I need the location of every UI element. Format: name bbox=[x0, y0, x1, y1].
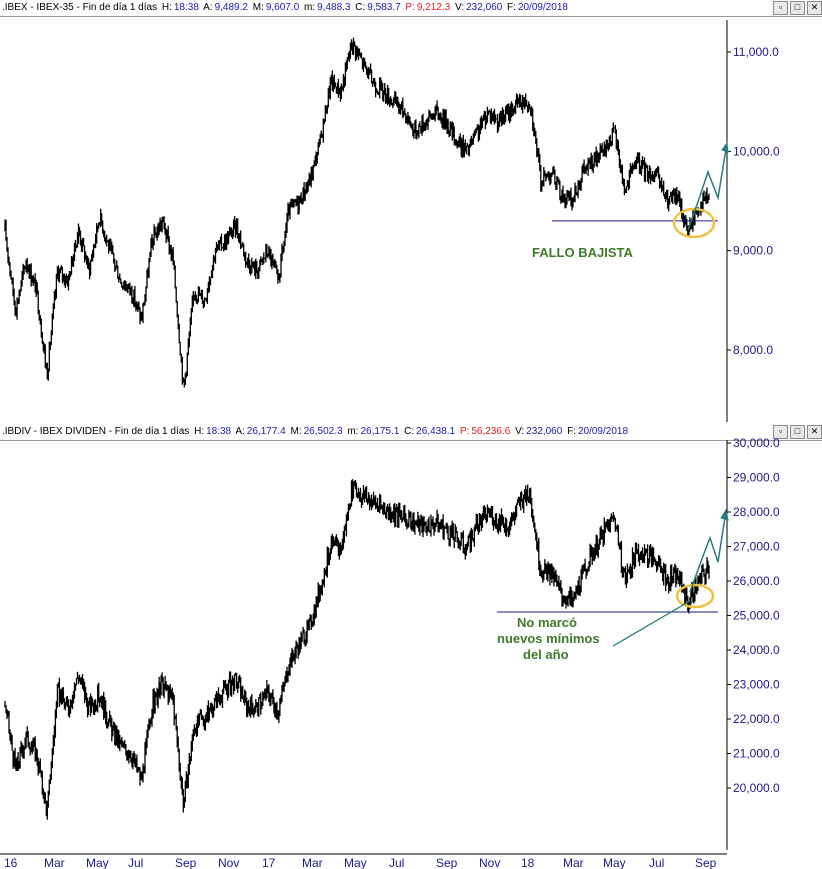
projection-arrow bbox=[687, 142, 728, 231]
f-value: 20/09/2018 bbox=[517, 2, 568, 13]
arrow-head bbox=[720, 508, 729, 521]
c-label: C: bbox=[355, 2, 366, 13]
x-tick-label: Mar bbox=[302, 856, 323, 869]
annotation-fallo-bajista: FALLO BAJISTA bbox=[532, 245, 633, 260]
y-tick-label: 25,000.0 bbox=[733, 609, 780, 623]
h-label: H: bbox=[161, 2, 172, 13]
maximize-button[interactable]: □ bbox=[790, 425, 805, 439]
ibex-price-chart: 11,000.0 10,000.0 9,000.0 8,000.0 FALLO BAJI… bbox=[4, 20, 780, 422]
y-tick-label: 10,000.0 bbox=[733, 144, 780, 158]
m-label: M: bbox=[290, 426, 302, 437]
v-value: 232,060 bbox=[526, 426, 563, 437]
y-tick-label: 23,000.0 bbox=[733, 678, 780, 692]
y-tick-label: 30,000.0 bbox=[733, 436, 780, 450]
a-label: A: bbox=[203, 2, 213, 13]
ibdiv-window-buttons: ▫ □ ✕ bbox=[773, 425, 822, 439]
x-tick-label: 17 bbox=[262, 856, 276, 869]
projection-arrow bbox=[689, 510, 727, 593]
f-label: F: bbox=[567, 426, 576, 437]
x-tick-label: May bbox=[86, 856, 109, 869]
annotation-no-marco-line: nuevos mínimos bbox=[497, 631, 600, 646]
p-value: 9,212.3 bbox=[416, 2, 451, 13]
v-label: V: bbox=[455, 2, 465, 13]
x-tick-label: Jul bbox=[389, 856, 404, 869]
y-tick-label: 22,000.0 bbox=[733, 712, 780, 726]
y-tick-label: 8,000.0 bbox=[733, 343, 773, 357]
x-tick-label: Sep bbox=[436, 856, 458, 869]
restore-button[interactable]: ▫ bbox=[773, 425, 788, 439]
y-tick-label: 21,000.0 bbox=[733, 747, 780, 761]
f-value: 20/09/2018 bbox=[577, 426, 629, 437]
ibex-chart-panel: .IBEX - IBEX-35 - Fin de día 1 días H: 18… bbox=[0, 0, 822, 422]
ibdiv-symbol: .IBDIV - IBEX DIVIDEN - Fin de día 1 día… bbox=[2, 426, 190, 437]
p-value: 56,236.6 bbox=[471, 426, 511, 437]
a-value: 26,177.4 bbox=[246, 426, 286, 437]
ibex-window-buttons: ▫ □ ✕ bbox=[773, 1, 822, 15]
y-tick-label: 27,000.0 bbox=[733, 540, 780, 554]
annotation-no-marco-line: del año bbox=[523, 647, 569, 662]
ibdiv-chart-header: .IBDIV - IBEX DIVIDEN - Fin de día 1 día… bbox=[0, 424, 822, 441]
ibex-chart-header: .IBEX - IBEX-35 - Fin de día 1 días H: 18… bbox=[0, 0, 822, 17]
restore-button[interactable]: ▫ bbox=[773, 1, 788, 15]
x-tick-label: Mar bbox=[563, 856, 584, 869]
highlight-circle bbox=[675, 583, 715, 609]
y-tick-label: 9,000.0 bbox=[733, 244, 773, 258]
price-bars bbox=[4, 37, 710, 388]
c-value: 26,438.1 bbox=[416, 426, 456, 437]
x-tick-label: May bbox=[344, 856, 367, 869]
x-tick-label: Sep bbox=[175, 856, 197, 869]
y-tick-label: 29,000.0 bbox=[733, 471, 780, 485]
x-tick-label: Nov bbox=[479, 856, 500, 869]
h-label: H: bbox=[194, 426, 205, 437]
y-tick-label: 26,000.0 bbox=[733, 574, 780, 588]
x-tick-label: Mar bbox=[44, 856, 65, 869]
m-value: 9,607.0 bbox=[265, 2, 300, 13]
v-value: 232,060 bbox=[466, 2, 503, 13]
x-tick-label: May bbox=[603, 856, 626, 869]
m-label: M: bbox=[252, 2, 264, 13]
x-tick-label: 18 bbox=[521, 856, 535, 869]
ibex-symbol: .IBEX - IBEX-35 - Fin de día 1 días bbox=[2, 2, 158, 13]
h-value: 18:38 bbox=[206, 426, 232, 437]
c-label: C: bbox=[404, 426, 415, 437]
x-tick-label: 16 bbox=[4, 856, 18, 869]
annotation-no-marco-line: No marcó bbox=[517, 615, 577, 630]
p-label: P: bbox=[459, 426, 470, 437]
ibdiv-chart-panel: .IBDIV - IBEX DIVIDEN - Fin de día 1 día… bbox=[0, 424, 822, 869]
y-tick-label: 28,000.0 bbox=[733, 505, 780, 519]
c-value: 9,583.7 bbox=[367, 2, 401, 13]
mn-value: 26,175.1 bbox=[360, 426, 400, 437]
highlight-circle bbox=[672, 207, 716, 239]
arrow-head bbox=[721, 141, 729, 153]
y-tick-label: 20,000.0 bbox=[733, 781, 780, 795]
x-tick-label: Jul bbox=[128, 856, 143, 869]
mn-label: m: bbox=[304, 2, 316, 13]
ibdiv-price-chart: 30,000.0 29,000.0 28,000.0 27,000.0 26,000.0… bbox=[0, 436, 780, 869]
f-label: F: bbox=[507, 2, 516, 13]
p-label: P: bbox=[405, 2, 415, 13]
a-label: A: bbox=[235, 426, 245, 437]
x-tick-label: Jul bbox=[649, 856, 664, 869]
x-tick-label: Nov bbox=[218, 856, 239, 869]
mn-value: 9,488.3 bbox=[317, 2, 351, 13]
h-value: 18:38 bbox=[173, 2, 199, 13]
mn-label: m: bbox=[347, 426, 359, 437]
x-tick-label: Sep bbox=[695, 856, 717, 869]
y-tick-label: 24,000.0 bbox=[733, 643, 780, 657]
y-tick-label: 11,000.0 bbox=[733, 45, 779, 59]
pointer-line bbox=[612, 600, 691, 647]
a-value: 9,489.2 bbox=[214, 2, 248, 13]
maximize-button[interactable]: □ bbox=[790, 1, 805, 15]
m-value: 26,502.3 bbox=[303, 426, 343, 437]
price-bars bbox=[4, 479, 710, 820]
v-label: V: bbox=[515, 426, 525, 437]
